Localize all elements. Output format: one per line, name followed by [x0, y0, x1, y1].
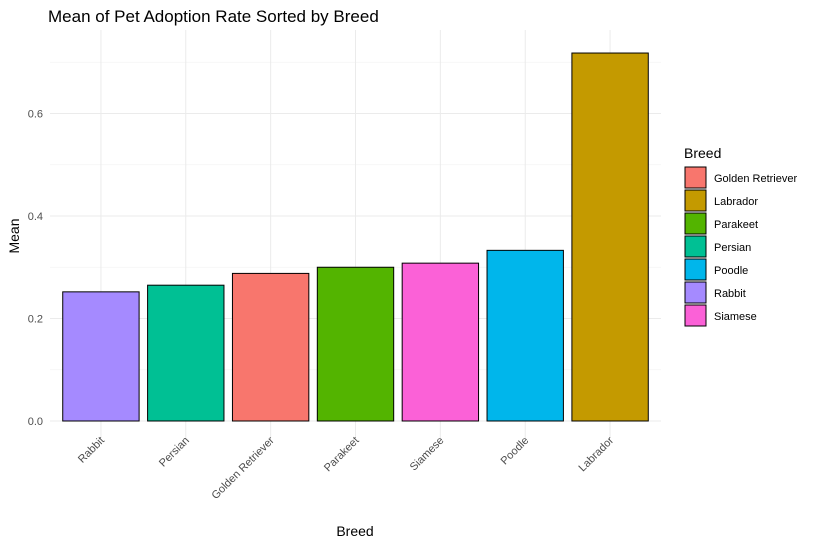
x-axis-title: Breed: [336, 523, 373, 539]
bar-parakeet: [316, 266, 395, 422]
legend-label: Golden Retriever: [714, 173, 797, 185]
legend-key: [684, 281, 707, 304]
y-axis-ticks: 0.0 0.2 0.4 0.6: [28, 109, 43, 429]
bar-persian: [147, 284, 225, 422]
legend-item: Parakeet: [684, 212, 758, 235]
x-tick-label: Parakeet: [322, 435, 362, 475]
legend: Breed Golden Retriever Labrador Parakeet Pe…: [684, 145, 797, 327]
legend-key: [684, 212, 707, 235]
x-tick-label: Siamese: [408, 435, 447, 474]
y-axis-title: Mean: [6, 218, 22, 253]
legend-item: Persian: [684, 235, 751, 258]
legend-label: Siamese: [714, 311, 757, 323]
x-tick-label: Labrador: [577, 434, 617, 474]
legend-item: Siamese: [684, 304, 757, 327]
legend-key: [684, 304, 707, 327]
legend-items: Golden Retriever Labrador Parakeet Persian P…: [684, 166, 797, 327]
legend-key: [684, 258, 707, 281]
bar-rabbit: [62, 291, 140, 422]
y-tick-label: 0.4: [28, 211, 43, 223]
y-tick-label: 0.0: [28, 416, 43, 428]
legend-label: Rabbit: [714, 288, 746, 300]
x-axis-ticks: Rabbit Persian Golden Retriever Parakeet Sia…: [76, 434, 616, 502]
legend-label: Parakeet: [714, 219, 758, 231]
legend-label: Labrador: [714, 196, 758, 208]
legend-key: [684, 189, 707, 212]
legend-label: Poodle: [714, 265, 748, 277]
bars: [62, 52, 649, 422]
bar-labrador: [571, 52, 649, 422]
legend-key: [684, 166, 707, 189]
x-tick-label: Rabbit: [76, 435, 107, 466]
y-tick-label: 0.6: [28, 109, 43, 121]
legend-title: Breed: [684, 145, 721, 161]
x-tick-label: Golden Retriever: [209, 434, 277, 502]
x-tick-label: Poodle: [499, 435, 532, 468]
legend-item: Golden Retriever: [684, 166, 797, 189]
legend-label: Persian: [714, 242, 751, 254]
legend-item: Rabbit: [684, 281, 746, 304]
legend-item: Poodle: [684, 258, 748, 281]
y-tick-label: 0.2: [28, 314, 43, 326]
legend-key: [684, 235, 707, 258]
legend-item: Labrador: [684, 189, 758, 212]
bar-poodle: [486, 249, 564, 422]
bar-siamese: [401, 262, 480, 422]
bar-golden-retriever: [231, 272, 310, 422]
chart-title: Mean of Pet Adoption Rate Sorted by Bree…: [48, 7, 379, 26]
x-tick-label: Persian: [157, 435, 192, 470]
